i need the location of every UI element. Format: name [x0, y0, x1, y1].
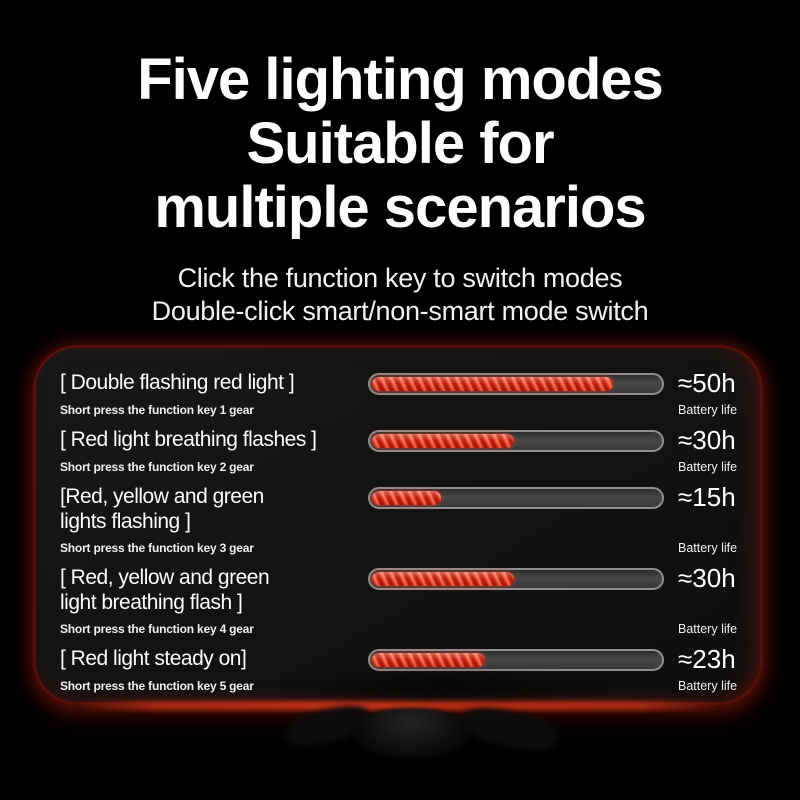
mode-label: [ Red, yellow and green light breathing … — [60, 565, 368, 615]
battery-bar-fill — [372, 434, 514, 448]
battery-hours: ≈30h — [678, 563, 736, 593]
battery-hours: ≈15h — [678, 482, 736, 512]
mode-label-line1: [ Red, yellow and green — [60, 566, 270, 589]
battery-life-label: Battery life — [678, 460, 738, 474]
battery-bar-track — [368, 430, 664, 452]
seatpost-light-silhouette — [352, 708, 470, 758]
battery-life-label: Battery life — [678, 403, 738, 417]
mode-sublabel: Short press the function key 5 gear — [60, 679, 254, 693]
mode-sublabel: Short press the function key 1 gear — [60, 403, 254, 417]
mode-label: [ Red light steady on] — [60, 646, 368, 672]
subtitle-line-2: Double-click smart/non-smart mode switch — [151, 296, 649, 326]
mode-sublabel: Short press the function key 2 gear — [60, 460, 254, 474]
title-line-3: multiple scenarios — [154, 175, 646, 240]
battery-life-label: Battery life — [678, 541, 738, 555]
title-line-2: Suitable for — [246, 111, 554, 176]
mode-row-2: [ Red light breathing flashes ] ≈30h Sho… — [60, 427, 746, 475]
mode-row-5: [ Red light steady on] ≈23h Short press … — [60, 646, 746, 694]
mode-label-line1: [ Red light breathing flashes ] — [60, 428, 317, 451]
mode-label: [ Red light breathing flashes ] — [60, 427, 368, 453]
mode-label-line2: lights flashing ] — [60, 510, 191, 533]
modes-panel: [ Double flashing red light ] ≈50h Short… — [33, 345, 763, 705]
subtitle-line-1: Click the function key to switch modes — [177, 263, 623, 293]
mode-label: [ Double flashing red light ] — [60, 370, 368, 396]
battery-bar-fill — [372, 491, 441, 505]
mode-sublabel: Short press the function key 4 gear — [60, 622, 254, 636]
battery-bar-track — [368, 568, 664, 590]
mode-label-line1: [ Double flashing red light ] — [60, 371, 295, 394]
mode-label-line1: [Red, yellow and green — [60, 485, 264, 508]
battery-hours: ≈30h — [678, 425, 736, 455]
saddle-rail-right-silhouette — [459, 702, 561, 756]
mode-label-line2: light breathing flash ] — [60, 591, 243, 614]
battery-bar-fill — [372, 377, 614, 391]
mode-label: [Red, yellow and green lights flashing ] — [60, 484, 368, 534]
title-line-1: Five lighting modes — [137, 47, 664, 112]
mode-row-4: [ Red, yellow and green light breathing … — [60, 565, 746, 637]
battery-bar — [368, 373, 664, 396]
battery-life-label: Battery life — [678, 622, 738, 636]
battery-bar-fill — [372, 572, 514, 586]
battery-bar-fill — [372, 653, 485, 667]
battery-hours: ≈23h — [678, 644, 736, 674]
subtitle: Click the function key to switch modes D… — [0, 262, 800, 328]
battery-bar-track — [368, 373, 664, 395]
saddle-rail-left-silhouette — [283, 700, 373, 752]
battery-bar — [368, 487, 664, 534]
battery-bar-track — [368, 487, 664, 509]
mode-row-3: [Red, yellow and green lights flashing ]… — [60, 484, 746, 556]
battery-hours: ≈50h — [678, 368, 736, 398]
battery-bar — [368, 430, 664, 453]
battery-life-label: Battery life — [678, 679, 738, 693]
mode-sublabel: Short press the function key 3 gear — [60, 541, 254, 555]
mode-label-line1: [ Red light steady on] — [60, 647, 247, 670]
battery-bar — [368, 649, 664, 672]
battery-bar — [368, 568, 664, 615]
battery-bar-track — [368, 649, 664, 671]
mode-row-1: [ Double flashing red light ] ≈50h Short… — [60, 370, 746, 418]
page-title: Five lighting modes Suitable for multipl… — [0, 0, 800, 240]
